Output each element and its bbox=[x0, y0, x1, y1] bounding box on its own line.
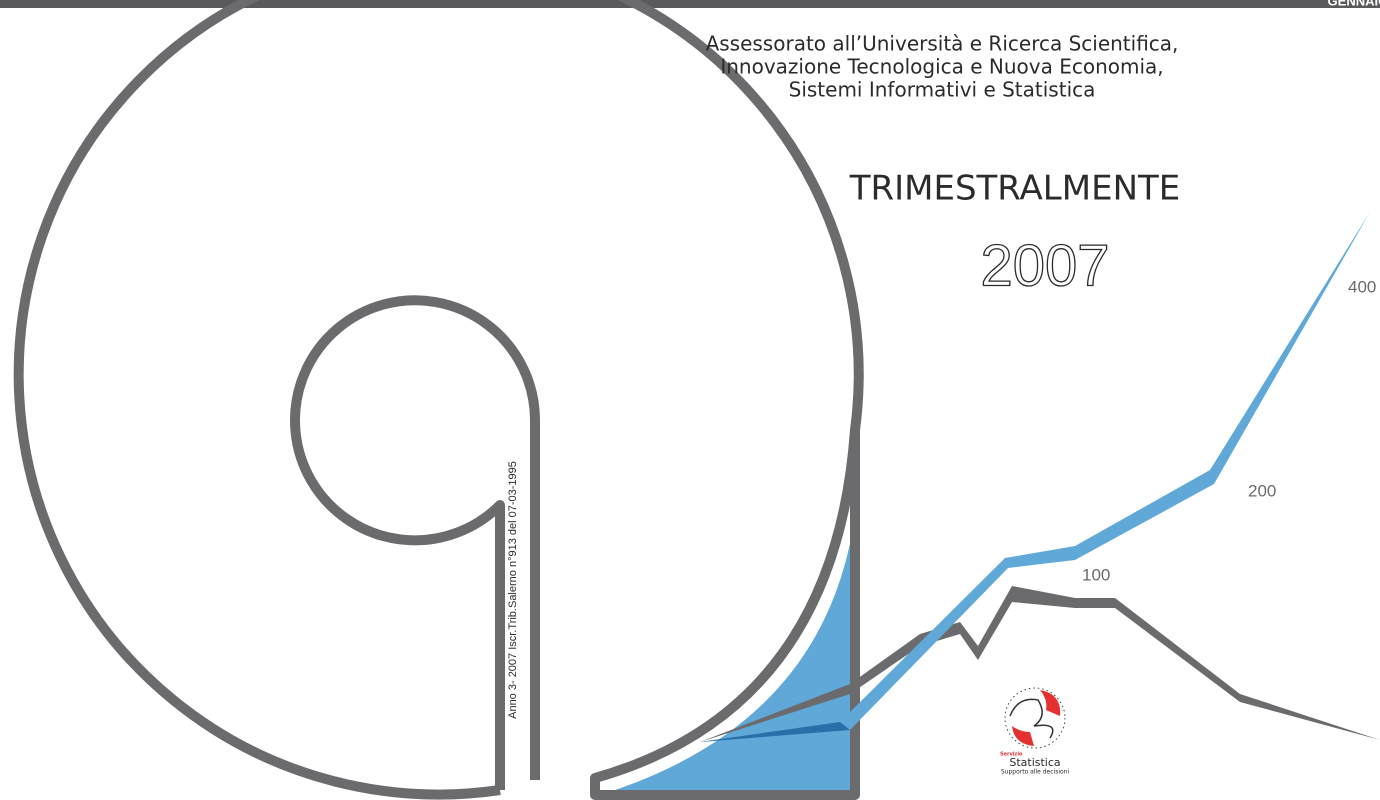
assessorato-line: Assessorato all’Università e Ricerca Sci… bbox=[706, 32, 1179, 56]
logo: Servizio Statistica Supporto alle decisi… bbox=[1000, 687, 1070, 776]
assessorato-line: Sistemi Informativi e Statistica bbox=[789, 78, 1096, 102]
periodicity: TRIMESTRALMENTE bbox=[849, 169, 1181, 209]
registration: Anno 3- 2007 Iscr.Trib.Salerno n°913 del… bbox=[507, 461, 519, 719]
banner: GENNAIO - MA bbox=[1328, 0, 1380, 8]
logo-mark bbox=[1009, 698, 1054, 739]
year: 2007 bbox=[980, 233, 1109, 298]
graph-label: 400 bbox=[1348, 277, 1376, 296]
top-bar bbox=[0, 0, 1380, 8]
assessorato-line: Innovazione Tecnologica e Nuova Economia… bbox=[720, 55, 1163, 79]
logo-ring bbox=[1004, 687, 1066, 749]
inner-outline bbox=[290, 295, 540, 790]
graph-label: 100 bbox=[1082, 565, 1110, 584]
outer-outline bbox=[13, 0, 864, 800]
logo-mark bbox=[1012, 726, 1034, 746]
logo-service: Servizio bbox=[1000, 752, 1023, 758]
logo-name: Statistica bbox=[1009, 756, 1060, 769]
blue-line-shade bbox=[700, 722, 850, 742]
logo-mark bbox=[1040, 690, 1061, 716]
logo-tagline: Supporto alle decisioni bbox=[1001, 769, 1070, 776]
blue-fill bbox=[600, 488, 858, 795]
graph-label: 200 bbox=[1248, 481, 1276, 500]
